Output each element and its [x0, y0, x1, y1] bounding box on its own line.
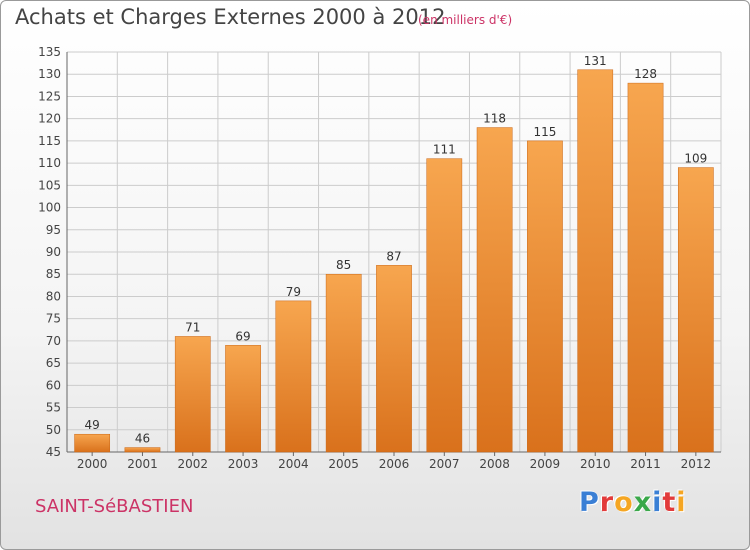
data-label-2012: 109: [684, 152, 707, 166]
bar-2009: [527, 140, 563, 453]
y-tick-label: 50: [46, 423, 61, 437]
x-tick-label-2005: 2005: [328, 457, 359, 471]
y-tick-label: 95: [46, 223, 61, 237]
logo-letter: i: [676, 487, 687, 518]
y-tick-label: 55: [46, 401, 61, 415]
data-label-2001: 46: [135, 432, 150, 446]
y-tick-label: 60: [46, 378, 61, 392]
bar-2006: [376, 265, 412, 453]
y-tick-label: 125: [38, 89, 61, 103]
y-tick-label: 105: [38, 178, 61, 192]
data-label-2008: 118: [483, 112, 506, 126]
y-tick-label: 75: [46, 312, 61, 326]
y-tick-label: 130: [38, 67, 61, 81]
y-tick-label: 65: [46, 356, 61, 370]
data-label-2007: 111: [433, 143, 456, 157]
proxiti-logo[interactable]: Proxiti: [579, 487, 687, 518]
bar-2008: [476, 127, 513, 453]
data-label-2010: 131: [584, 54, 607, 68]
bars: [74, 69, 714, 453]
x-tick-label-2009: 2009: [530, 457, 561, 471]
y-tick-label: 135: [38, 45, 61, 59]
logo-letter: t: [662, 487, 677, 518]
y-tick-label: 100: [38, 201, 61, 215]
x-tick-label-2004: 2004: [278, 457, 309, 471]
x-tick-label-2011: 2011: [630, 457, 661, 471]
x-tick-label-2010: 2010: [580, 457, 611, 471]
data-label-2005: 85: [336, 258, 351, 272]
x-tick-label-2000: 2000: [77, 457, 108, 471]
bar-2010: [577, 69, 614, 453]
x-tick-label-2003: 2003: [228, 457, 259, 471]
logo-letter: i: [652, 487, 663, 518]
bar-2012: [677, 167, 714, 453]
y-tick-label: 120: [38, 112, 61, 126]
y-tick-label: 90: [46, 245, 61, 259]
data-labels: 49 46 71 69 79 85 87 111 118 115 131 128 109: [85, 54, 708, 446]
logo-letter: P: [579, 487, 600, 518]
x-tick-label-2002: 2002: [177, 457, 208, 471]
bar-2007: [426, 158, 463, 453]
logo-letter: r: [599, 487, 615, 518]
chart-title: Achats et Charges Externes 2000 à 2012: [15, 5, 446, 29]
bar-2000: [74, 433, 111, 453]
x-tick-label-2001: 2001: [127, 457, 158, 471]
logo-letter: x: [633, 487, 653, 518]
data-label-2009: 115: [533, 125, 556, 139]
data-label-2003: 69: [235, 329, 250, 343]
x-tick-label-2007: 2007: [429, 457, 460, 471]
y-tick-label: 80: [46, 289, 61, 303]
bar-2002: [174, 336, 211, 453]
x-tick-label-2006: 2006: [379, 457, 410, 471]
bar-2004: [275, 300, 312, 453]
bar-2001: [124, 447, 161, 453]
bar-2005: [325, 273, 362, 453]
y-tick-label: 45: [46, 445, 61, 459]
y-tick-label: 110: [38, 156, 61, 170]
data-label-2006: 87: [386, 249, 401, 263]
bar-2011: [627, 82, 664, 453]
y-tick-label: 85: [46, 267, 61, 281]
tick-labels: 45 50 55 60 65 70 75 80 85 90 95 100 105 110 115 120 125…: [38, 45, 711, 471]
chart-subtitle: (en milliers d'€): [418, 13, 513, 27]
y-tick-label: 70: [46, 334, 61, 348]
bar-2003: [225, 345, 261, 453]
data-label-2011: 128: [634, 67, 657, 81]
x-tick-label-2012: 2012: [681, 457, 712, 471]
commune-name: SAINT-SéBASTIEN: [35, 496, 194, 517]
y-tick-label: 115: [38, 134, 61, 148]
data-label-2002: 71: [185, 320, 200, 334]
data-label-2004: 79: [286, 285, 301, 299]
data-label-2000: 49: [85, 418, 100, 432]
x-tick-label-2008: 2008: [479, 457, 510, 471]
logo-letter: o: [614, 487, 634, 518]
